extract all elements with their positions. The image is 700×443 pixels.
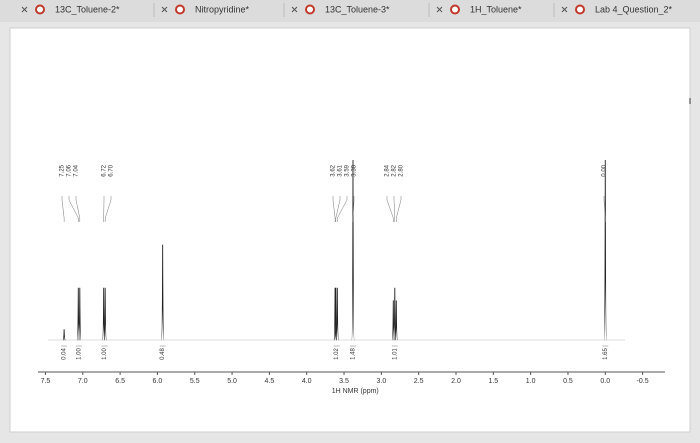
x-tick-label: -0.5 xyxy=(637,378,649,385)
x-tick-label: 6.0 xyxy=(153,378,163,385)
tab-icon xyxy=(576,6,584,14)
integral-label: 1.01 xyxy=(392,348,398,360)
x-tick-label: 4.5 xyxy=(265,378,275,385)
x-tick-label: 6.5 xyxy=(115,378,125,385)
shift-label: 3.38 xyxy=(352,164,358,176)
x-tick-label: 0.5 xyxy=(563,378,573,385)
shift-label: 6.72 xyxy=(102,164,108,176)
x-tick-label: 2.0 xyxy=(451,378,461,385)
shift-label: 7.25 xyxy=(60,164,66,176)
tab-icon xyxy=(36,6,44,14)
integral-label: 1.00 xyxy=(102,348,108,360)
x-tick-label: 4.0 xyxy=(302,378,312,385)
tab[interactable]: 13C_Toluene-3* xyxy=(292,4,390,14)
tab-icon xyxy=(451,6,459,14)
tab-title[interactable]: Lab 4_Question_2* xyxy=(595,4,673,14)
x-axis-label: 1H NMR (ppm) xyxy=(332,388,379,395)
integral-label: 1.02 xyxy=(334,348,340,360)
tab-title[interactable]: 13C_Toluene-2* xyxy=(55,4,120,14)
shift-label: 6.70 xyxy=(109,164,115,176)
integral-label: 0.48 xyxy=(160,348,166,360)
integral-label: 1.48 xyxy=(351,348,357,360)
shift-label: 2.82 xyxy=(392,164,398,176)
tab[interactable]: Lab 4_Question_2* xyxy=(562,4,673,14)
shift-label: 7.06 xyxy=(67,164,73,176)
x-tick-label: 5.0 xyxy=(227,378,237,385)
x-tick-label: 7.5 xyxy=(41,378,51,385)
shift-label: 2.84 xyxy=(385,164,391,176)
tab[interactable]: 13C_Toluene-2* xyxy=(22,4,120,14)
shift-label: 7.04 xyxy=(74,164,80,176)
shift-label: 3.61 xyxy=(338,164,344,176)
shift-label: 0.00 xyxy=(602,164,608,176)
tab-title[interactable]: Nitropyridine* xyxy=(195,4,250,14)
spectrum-page xyxy=(10,28,690,432)
integral-label: 1.00 xyxy=(77,348,83,360)
x-tick-label: 1.0 xyxy=(526,378,536,385)
x-tick-label: 3.5 xyxy=(339,378,349,385)
x-tick-label: 2.5 xyxy=(414,378,424,385)
shift-label: 3.62 xyxy=(331,164,337,176)
x-tick-label: 7.0 xyxy=(78,378,88,385)
tab-icon xyxy=(306,6,314,14)
x-tick-label: 1.5 xyxy=(488,378,498,385)
tab-title[interactable]: 13C_Toluene-3* xyxy=(325,4,390,14)
shift-label: 3.59 xyxy=(345,164,351,176)
x-tick-label: 3.0 xyxy=(376,378,386,385)
tab-title[interactable]: 1H_Toluene* xyxy=(470,4,522,14)
integral-label: 0.04 xyxy=(62,348,68,360)
tab-icon xyxy=(176,6,184,14)
shift-label: 2.80 xyxy=(399,164,405,176)
x-tick-label: 5.5 xyxy=(190,378,200,385)
integral-label: 1.65 xyxy=(603,348,609,360)
x-tick-label: 0.0 xyxy=(600,378,610,385)
